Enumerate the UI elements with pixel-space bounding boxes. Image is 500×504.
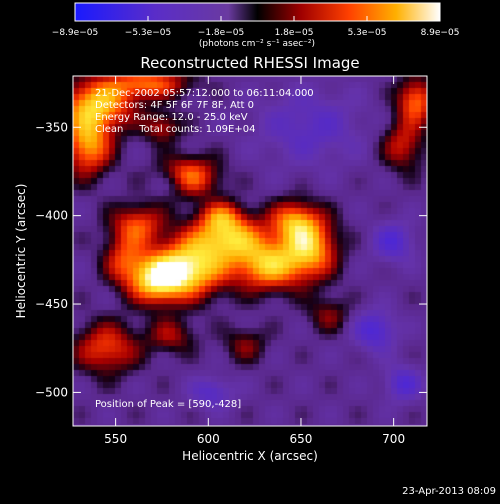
plot-area: 550 600 650 700 −350 −400 −450 −500 [35, 75, 428, 446]
x-tick-label: 550 [104, 432, 127, 446]
overlay-annotations: 21-Dec-2002 05:57:12.000 to 06:11:04.000… [95, 88, 314, 410]
x-tick-label: 700 [382, 432, 405, 446]
x-axis-title: Heliocentric X (arcsec) [182, 449, 318, 463]
colorbar-tick-label: −1.8e−05 [198, 28, 244, 38]
chart-title: Reconstructed RHESSI Image [140, 54, 359, 72]
y-tick-label: −500 [35, 385, 68, 399]
colorbar-tick-label: 8.9e−05 [421, 28, 460, 38]
colorbar: −8.9e−05 −5.3e−05 −1.8e−05 1.8e−05 5.3e−05 8.… [52, 2, 460, 49]
colorbar-units-label: (photons cm⁻² s⁻¹ asec⁻²) [199, 39, 315, 49]
annotation-energy-range: Energy Range: 12.0 - 25.0 keV [95, 112, 248, 123]
date-stamp: 23-Apr-2013 08:09 [402, 486, 496, 497]
colorbar-tick-label: 5.3e−05 [348, 28, 387, 38]
plot-frame [72, 75, 428, 427]
y-tick-label: −450 [35, 297, 68, 311]
y-tick-label: −400 [35, 209, 68, 223]
x-tick-label: 600 [197, 432, 220, 446]
y-tick-label: −350 [35, 120, 68, 134]
annotation-detectors: Detectors: 4F 5F 6F 7F 8F, Att 0 [95, 100, 254, 111]
annotation-time-range: 21-Dec-2002 05:57:12.000 to 06:11:04.000 [95, 88, 314, 99]
y-axis-title: Heliocentric Y (arcsec) [14, 184, 28, 319]
colorbar-gradient [74, 2, 441, 22]
annotation-clean-counts: Clean Total counts: 1.09E+04 [95, 124, 255, 135]
peak-position-label: Position of Peak = [590,-428] [95, 399, 241, 410]
x-tick-label: 650 [290, 432, 313, 446]
colorbar-tick-label: −8.9e−05 [52, 28, 98, 38]
heatmap-image [73, 76, 427, 426]
colorbar-tick-label: −5.3e−05 [125, 28, 171, 38]
colorbar-tick-label: 1.8e−05 [275, 28, 314, 38]
